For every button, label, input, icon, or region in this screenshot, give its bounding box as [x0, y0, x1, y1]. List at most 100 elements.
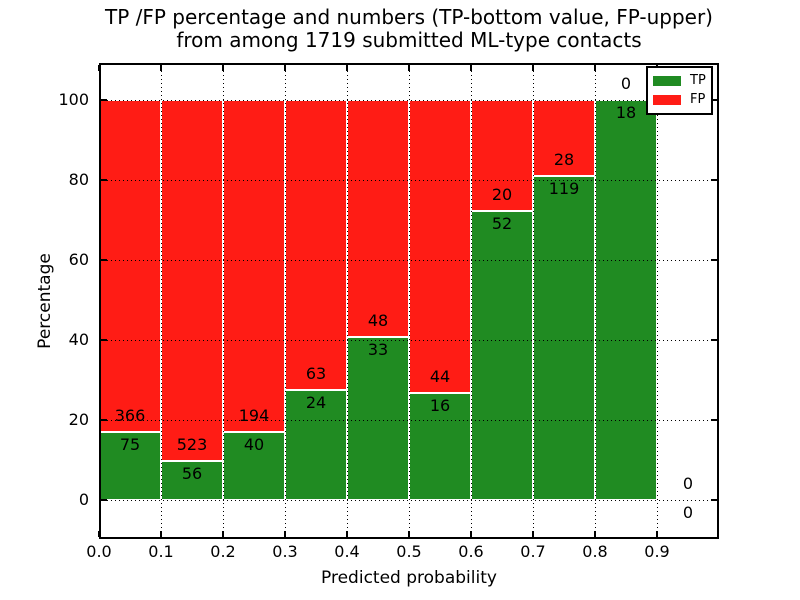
gridline-v	[595, 63, 596, 539]
y-tick-label: 0	[78, 490, 89, 509]
bar-count-label-fp: 28	[553, 150, 575, 169]
bar-count-label-tp: 33	[367, 340, 389, 359]
bar-count-label-tp: 24	[305, 393, 327, 412]
tick-mark	[470, 531, 472, 537]
tick-mark	[470, 65, 472, 71]
tick-mark	[284, 65, 286, 71]
x-tick-label: 0.9	[644, 542, 670, 561]
y-tick-label: 40	[68, 330, 89, 349]
x-tick-label: 0.3	[272, 542, 298, 561]
bar-segment-tp	[347, 337, 409, 500]
plot-frame	[99, 63, 719, 539]
bar-count-label-fp: 366	[114, 406, 146, 425]
bar-segment-tp	[409, 393, 471, 500]
tick-mark	[711, 99, 717, 101]
x-tick-label: 0.4	[334, 542, 360, 561]
bar-count-label-fp: 63	[305, 364, 327, 383]
chart-title-line1: TP /FP percentage and numbers (TP-bottom…	[105, 5, 713, 29]
tick-mark	[101, 99, 107, 101]
y-tick-label: 100	[58, 90, 89, 109]
bar-segment-fp	[161, 100, 223, 461]
tick-mark	[346, 531, 348, 537]
gridline-v	[285, 63, 286, 539]
chart-title-line2: from among 1719 submitted ML-type contac…	[176, 28, 642, 52]
bar-count-label-tp: 52	[491, 214, 513, 233]
gridline-v	[409, 63, 410, 539]
tick-mark	[101, 419, 107, 421]
bar-segment-fp	[99, 100, 161, 432]
gridline-v	[161, 63, 162, 539]
bar-count-label-fp: 48	[367, 311, 389, 330]
bar-count-label-fp: 523	[176, 435, 208, 454]
bar-count-label-tp: 75	[119, 435, 141, 454]
bar-count-label-fp: 44	[429, 367, 451, 386]
tick-mark	[101, 179, 107, 181]
gridline-v	[533, 63, 534, 539]
x-tick-label: 0.0	[86, 542, 112, 561]
tick-mark	[711, 419, 717, 421]
tick-mark	[711, 499, 717, 501]
tick-mark	[222, 65, 224, 71]
tick-mark	[408, 531, 410, 537]
tick-mark	[101, 259, 107, 261]
gridline-v	[657, 63, 658, 539]
bar-count-label-tp: 16	[429, 396, 451, 415]
y-tick-label: 60	[68, 250, 89, 269]
legend-fp-label: FP	[690, 91, 706, 107]
tick-mark	[98, 531, 100, 537]
bar-segment-tp	[99, 432, 161, 500]
tick-mark	[284, 531, 286, 537]
x-tick-label: 0.1	[148, 542, 174, 561]
tick-mark	[532, 531, 534, 537]
bar-count-label-tp: 56	[181, 464, 203, 483]
y-axis-label: Percentage	[35, 253, 55, 349]
bar-count-label-tp: 18	[615, 103, 637, 122]
x-tick-label: 0.8	[582, 542, 608, 561]
y-tick-label: 20	[68, 410, 89, 429]
gridline-v	[471, 63, 472, 539]
bar-count-label-fp: 0	[682, 474, 694, 493]
tick-mark	[532, 65, 534, 71]
bar-count-label-fp: 20	[491, 185, 513, 204]
tick-mark	[594, 65, 596, 71]
tick-mark	[408, 65, 410, 71]
tick-mark	[222, 531, 224, 537]
x-tick-label: 0.7	[520, 542, 546, 561]
chart-title: TP /FP percentage and numbers (TP-bottom…	[99, 6, 719, 52]
gridline-v	[347, 63, 348, 539]
bar-segment-fp	[471, 100, 533, 211]
tick-mark	[160, 65, 162, 71]
x-tick-label: 0.5	[396, 542, 422, 561]
tick-mark	[594, 531, 596, 537]
legend-tp-swatch-icon	[653, 76, 681, 87]
gridline-v	[223, 63, 224, 539]
tick-mark	[346, 65, 348, 71]
x-axis-label: Predicted probability	[321, 568, 497, 588]
tick-mark	[711, 179, 717, 181]
bar-segment-tp	[161, 461, 223, 500]
bar-count-label-fp: 0	[620, 74, 632, 93]
legend-fp-swatch-icon	[653, 94, 681, 105]
x-tick-label: 0.2	[210, 542, 236, 561]
legend-tp-label: TP	[690, 73, 706, 89]
bar-count-label-tp: 40	[243, 435, 265, 454]
legend-box: TP FP	[646, 66, 713, 115]
tick-mark	[101, 499, 107, 501]
bar-segment-fp	[409, 100, 471, 393]
tick-mark	[98, 65, 100, 71]
y-tick-label: 80	[68, 170, 89, 189]
bar-segment-fp	[223, 100, 285, 432]
tick-mark	[711, 259, 717, 261]
bar-count-label-fp: 194	[238, 406, 270, 425]
legend-item-fp: FP	[653, 91, 711, 107]
tick-mark	[656, 531, 658, 537]
legend-item-tp: TP	[653, 74, 711, 88]
bar-count-label-tp: 0	[682, 503, 694, 522]
x-tick-label: 0.6	[458, 542, 484, 561]
tick-mark	[711, 339, 717, 341]
tick-mark	[101, 339, 107, 341]
tick-mark	[160, 531, 162, 537]
bar-count-label-tp: 119	[548, 179, 580, 198]
